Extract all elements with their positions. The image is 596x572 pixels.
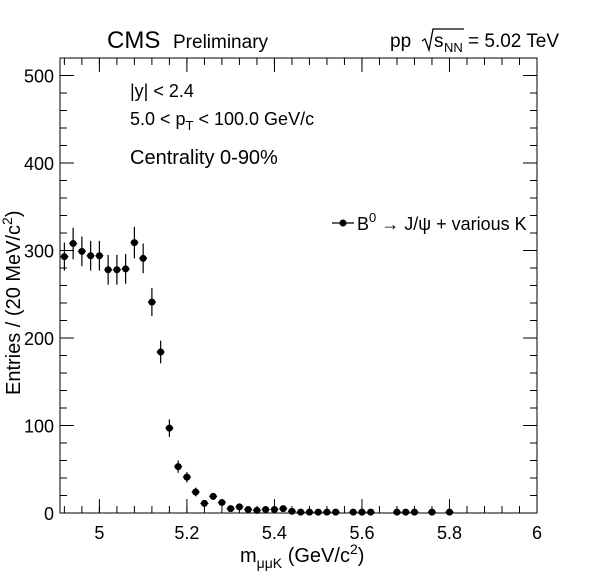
data-point	[209, 492, 217, 500]
collision-system: pp	[390, 31, 411, 52]
data-point	[122, 265, 130, 273]
data-point	[95, 252, 103, 260]
data-point	[297, 508, 305, 516]
y-tick-label: 200	[24, 329, 54, 349]
data-point	[262, 506, 270, 513]
data-point	[314, 508, 322, 516]
data-point	[139, 254, 147, 262]
data-point	[445, 508, 453, 516]
data-point	[367, 508, 375, 516]
x-tick-label: 5	[94, 523, 104, 543]
legend-marker	[339, 219, 347, 227]
x-tick-label: 5.4	[262, 523, 287, 543]
x-axis-ticks: 5 5.2 5.4 5.6 5.8 6	[63, 58, 542, 543]
data-point	[218, 499, 226, 506]
data-points	[60, 226, 454, 516]
data-point	[393, 508, 401, 516]
data-point	[332, 508, 340, 516]
data-point	[69, 240, 77, 247]
y-tick-label: 400	[24, 154, 54, 174]
y-tick-label: 100	[24, 417, 54, 437]
energy-symbol: s	[434, 31, 444, 52]
data-point	[130, 239, 138, 247]
data-point	[428, 508, 436, 516]
data-point	[174, 463, 182, 471]
data-point	[200, 499, 208, 507]
data-point	[349, 508, 357, 516]
data-point	[60, 253, 68, 261]
data-point	[192, 488, 200, 496]
sqrt-symbol	[421, 28, 464, 53]
x-tick-label: 5.6	[349, 523, 374, 543]
data-point	[410, 508, 418, 516]
data-point	[104, 266, 112, 274]
experiment-label: CMS	[107, 27, 160, 54]
data-point	[270, 506, 278, 513]
data-point	[235, 503, 243, 511]
data-point	[113, 266, 121, 274]
pt-annotation: 5.0 < pT < 100.0 GeV/c	[130, 109, 314, 133]
status-label: Preliminary	[173, 32, 269, 53]
energy-value: = 5.02 TeV	[468, 31, 559, 52]
data-point	[402, 508, 410, 516]
y-axis-title: Entries / (20 MeV/c2)	[0, 210, 25, 395]
x-tick-label: 5.8	[437, 523, 462, 543]
data-point	[279, 505, 287, 513]
data-point	[157, 348, 165, 356]
y-tick-label: 300	[24, 242, 54, 262]
legend-entry: B0 → J/ψ + various K	[357, 210, 527, 234]
y-tick-label: 0	[44, 504, 54, 524]
data-point	[148, 298, 156, 306]
centrality-annotation: Centrality 0-90%	[130, 147, 278, 169]
data-point	[244, 506, 252, 513]
x-tick-label: 5.2	[174, 523, 199, 543]
legend: B0 → J/ψ + various K	[332, 210, 527, 234]
data-point	[227, 505, 235, 513]
data-point	[165, 424, 173, 432]
y-axis-ticks: 0 100 200 300 400 500	[24, 57, 537, 524]
data-point	[87, 252, 95, 260]
rapidity-annotation: |y| < 2.4	[130, 81, 194, 101]
x-axis-title: mμμK (GeV/c2)	[240, 541, 364, 571]
y-tick-label: 500	[24, 67, 54, 87]
data-point	[323, 508, 331, 516]
data-point	[183, 473, 191, 481]
data-point	[253, 506, 261, 514]
data-point	[305, 508, 313, 516]
data-point	[358, 508, 366, 516]
energy-subscript: NN	[444, 40, 463, 55]
data-point	[78, 247, 86, 255]
data-point	[288, 507, 296, 515]
x-tick-label: 6	[532, 523, 542, 543]
